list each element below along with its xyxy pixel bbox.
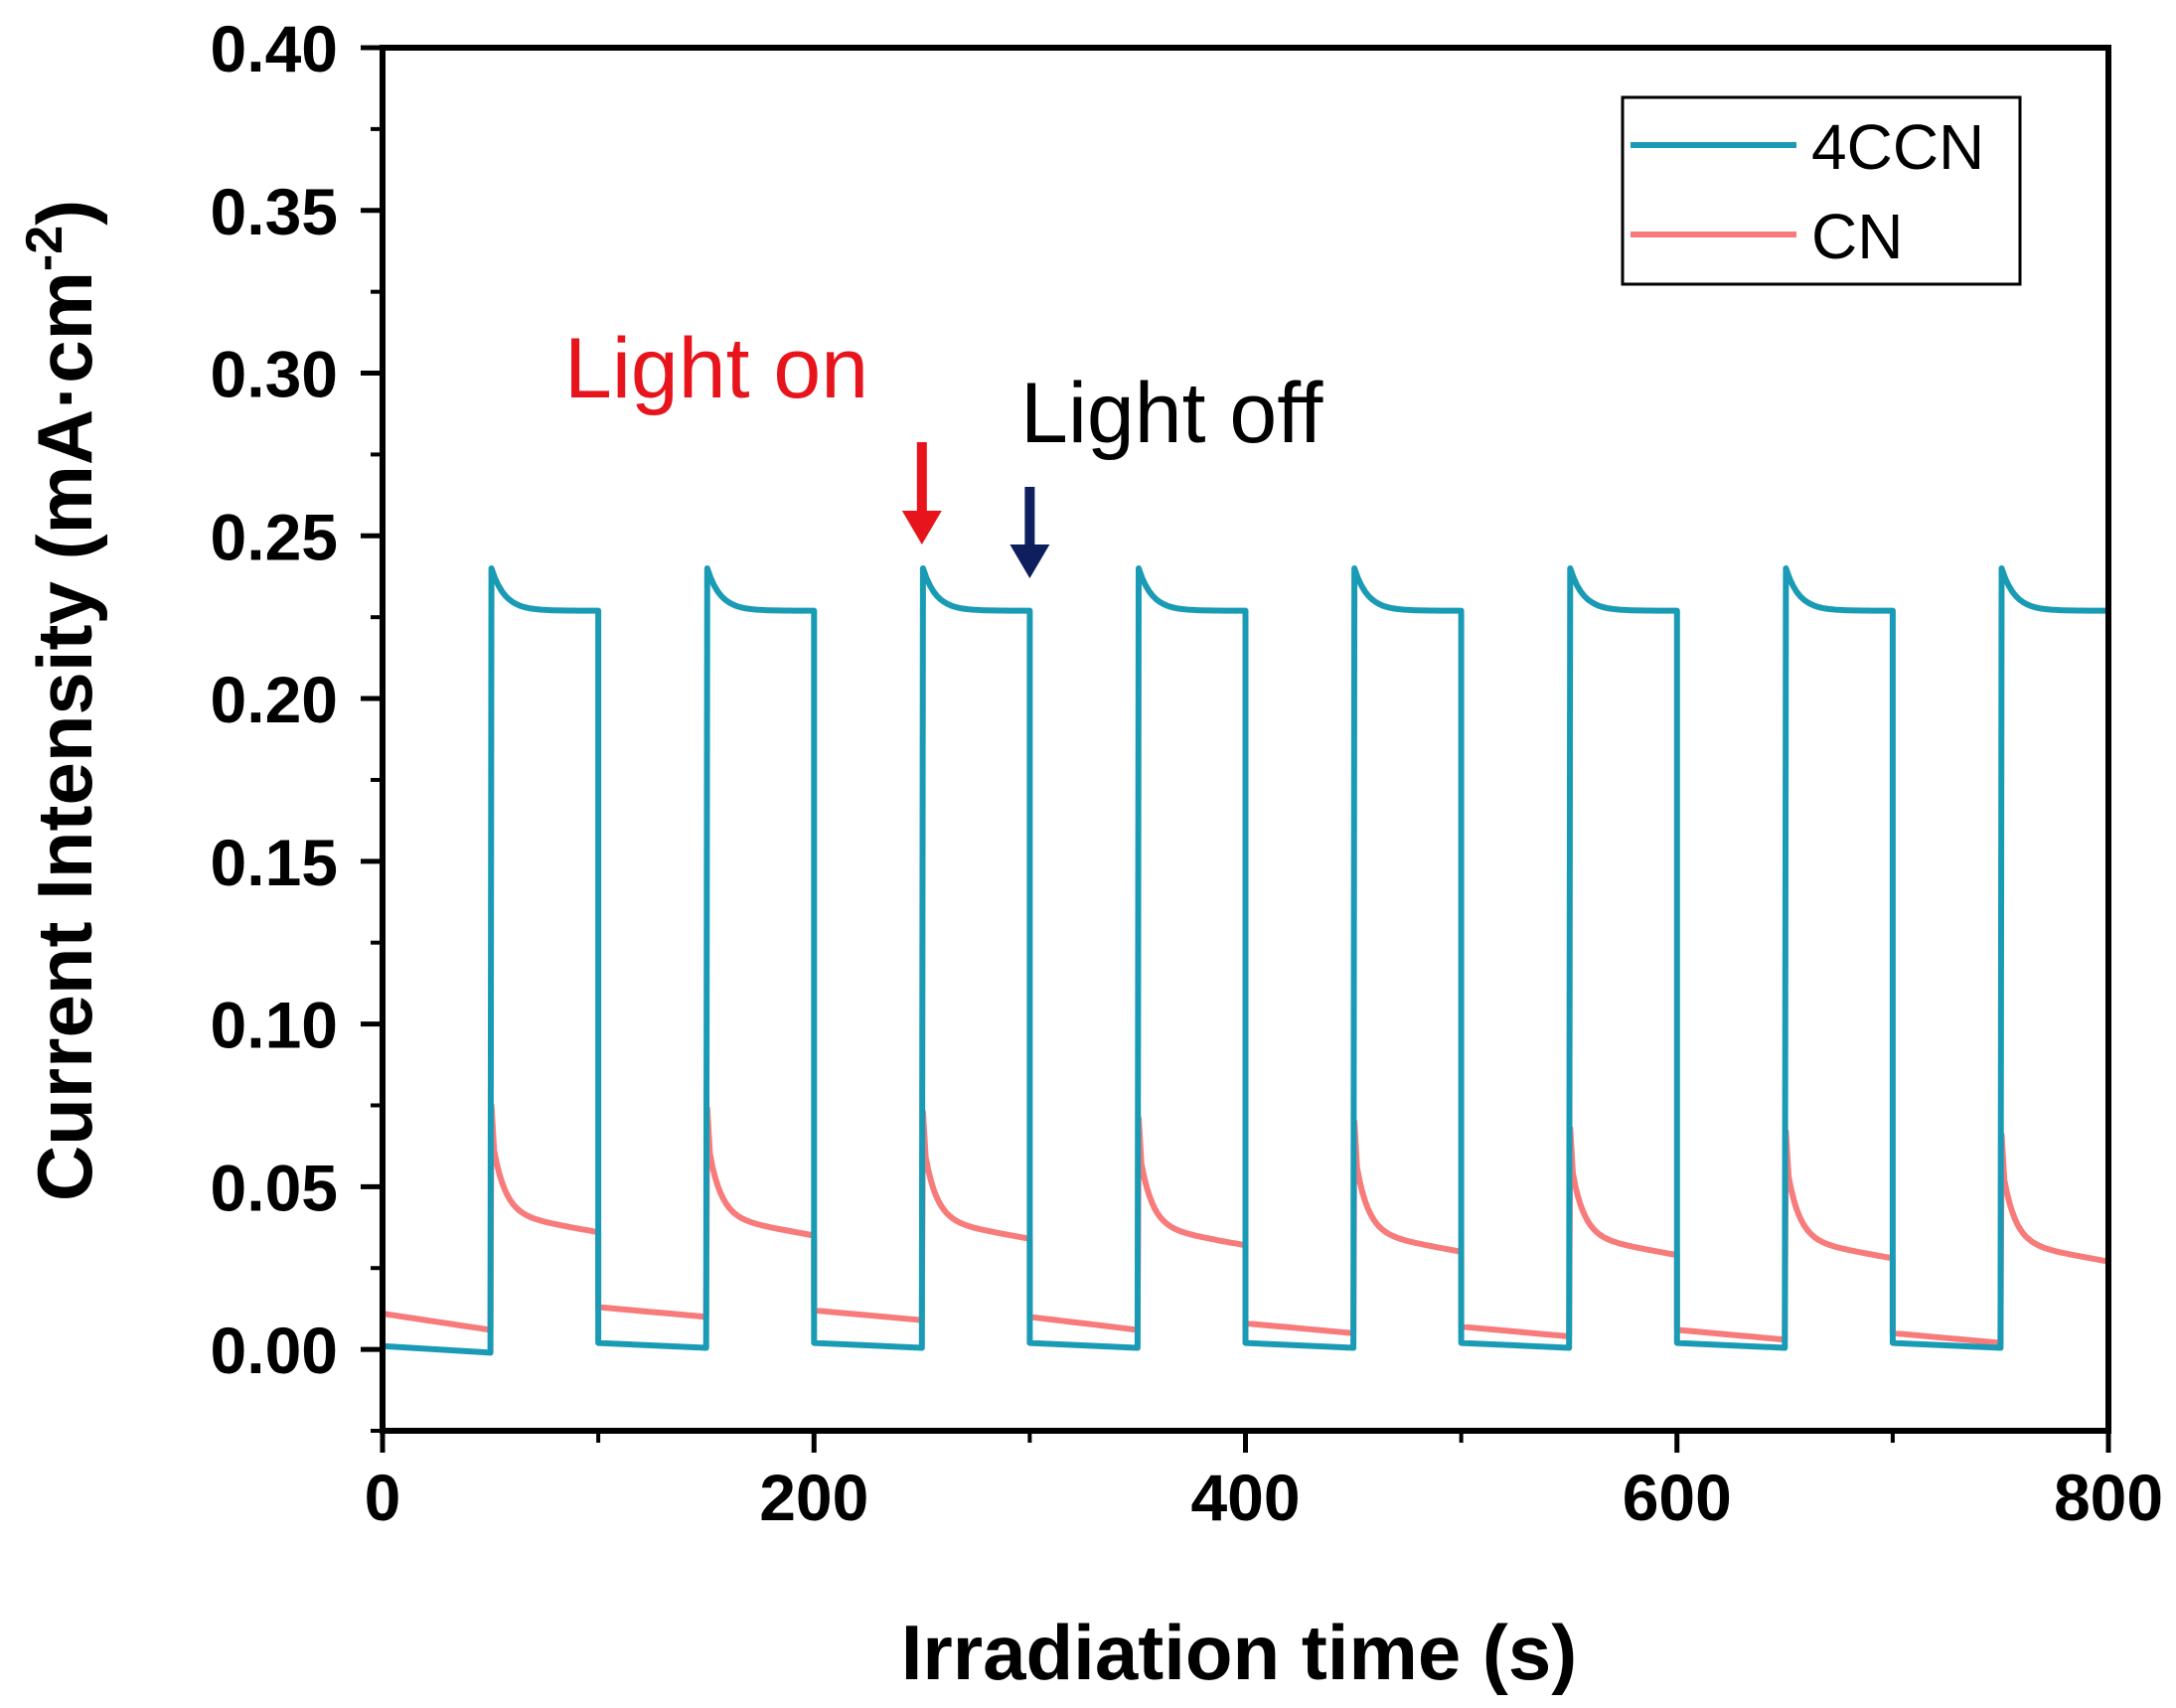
y-tick-label: 0.20 xyxy=(211,663,338,736)
y-axis-title-main: Current Intensity (mA·cm xyxy=(21,271,108,1201)
y-tick-label: 0.30 xyxy=(211,338,338,411)
y-tick-label: 0.05 xyxy=(211,1151,338,1224)
y-axis-title-sup: -2 xyxy=(16,226,74,271)
y-axis-title-close: ) xyxy=(21,200,108,226)
y-tick-label: 0.10 xyxy=(211,989,338,1062)
y-tick-label: 0.25 xyxy=(211,500,338,573)
x-tick-label: 600 xyxy=(1623,1461,1732,1534)
light-on-label: Light on xyxy=(564,321,868,416)
y-tick-label: 0.40 xyxy=(211,12,338,85)
series-layer xyxy=(382,565,2109,1356)
y-axis-title: Current Intensity (mA·cm-2) xyxy=(16,200,108,1201)
legend-box xyxy=(1621,95,2022,286)
x-axis-title: Irradiation time (s) xyxy=(901,1609,1577,1696)
y-tick-label: 0.00 xyxy=(211,1314,338,1387)
arrows-layer xyxy=(901,442,1050,578)
series-line-4ccn xyxy=(382,565,2108,1356)
x-tick-label: 400 xyxy=(1190,1461,1300,1534)
x-tick-label: 800 xyxy=(2054,1461,2163,1534)
light-off-arrow-head xyxy=(1010,544,1050,578)
legend-label-4ccn: 4CCN xyxy=(1811,111,1984,183)
legend-label-cn: CN xyxy=(1811,201,1903,272)
x-tick-label: 0 xyxy=(365,1461,401,1534)
light-off-label: Light off xyxy=(1020,366,1324,461)
ticks-layer: 0 200 400 600 800 0.00 0.05 0.10 0.15 0.20 0.25 0.3… xyxy=(211,12,2164,1534)
x-tick-label: 200 xyxy=(759,1461,868,1534)
legend: 4CCN CN xyxy=(1621,95,2022,286)
light-on-arrow-head xyxy=(901,511,942,544)
y-tick-label: 0.35 xyxy=(211,175,338,248)
y-tick-label: 0.15 xyxy=(211,826,338,899)
